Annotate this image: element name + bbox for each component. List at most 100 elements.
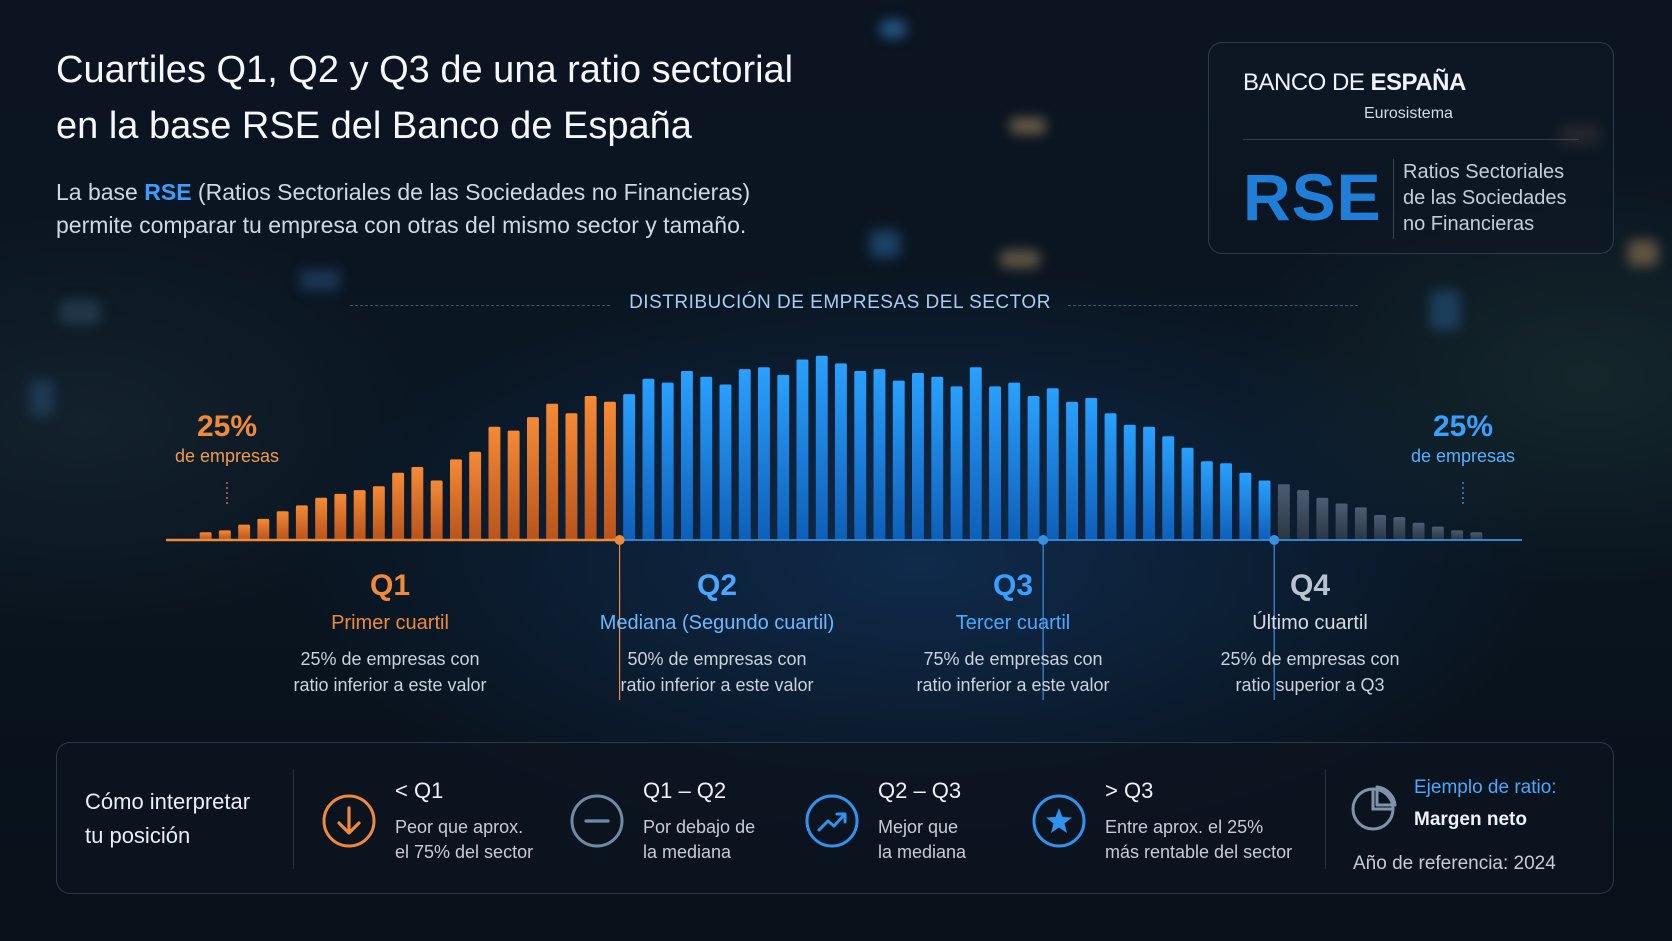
quartile-name: Q2 <box>696 569 738 602</box>
example-value: Margen neto <box>1414 809 1527 830</box>
title-line-1: Cuartiles Q1, Q2 y Q3 de una ratio secto… <box>56 49 794 91</box>
interpretation-panel: Cómo interpretar tu posición < Q1 Peor q… <box>56 742 1614 894</box>
distribution-bar <box>969 367 982 540</box>
distribution-bar <box>1297 490 1309 540</box>
legend-item-title: > Q3 <box>1105 778 1154 803</box>
quartile-description: 25% de empresas con ratio inferior a est… <box>240 646 540 698</box>
distribution-bar <box>681 371 693 540</box>
dist-title-rule-right <box>1068 305 1358 306</box>
distribution-bar <box>796 359 809 540</box>
subtitle-line-2: permite comparar tu empresa con otras de… <box>56 212 747 238</box>
legend-item-title: < Q1 <box>395 778 444 803</box>
quartile-desc-line-1: 50% de empresas con <box>627 649 807 669</box>
page-subtitle: La base RSE (Ratios Sectoriales de las S… <box>56 176 896 242</box>
right-tail-text: de empresas <box>1410 446 1516 466</box>
subtitle-prefix: La base <box>56 179 145 205</box>
legend-item-desc: Peor que aprox. el 75% del sector <box>395 815 533 865</box>
rse-divider <box>1393 159 1394 239</box>
distribution-bar <box>1277 484 1290 540</box>
minus-circle-icon <box>570 794 624 848</box>
distribution-bar <box>604 401 616 540</box>
legend-item-desc-line-1: Por debajo de <box>643 817 756 837</box>
distribution-bar <box>411 467 424 540</box>
quartile-q1: Q1 Primer cuartil 25% de empresas con ra… <box>240 566 540 698</box>
quartile-desc-line-2: ratio inferior a este valor <box>916 675 1110 695</box>
distribution-bar <box>1162 436 1175 540</box>
subtitle-line-1: La base RSE (Ratios Sectoriales de las S… <box>56 176 896 209</box>
legend-item-desc-line-1: Mejor que <box>878 817 959 837</box>
pie-chart-icon <box>1351 785 1397 831</box>
legend-separator <box>293 769 294 869</box>
star-circle-icon <box>1032 794 1086 848</box>
distribution-bar <box>1354 507 1367 540</box>
quartile-label: Último cuartil <box>1252 612 1368 634</box>
distribution-bar <box>257 518 270 540</box>
distribution-bar <box>1123 424 1136 540</box>
legend-item-desc-line-1: Entre aprox. el 25% <box>1105 817 1264 837</box>
distribution-bar <box>1335 503 1348 540</box>
legend-item-desc: Mejor que la mediana <box>878 815 966 865</box>
distribution-bar <box>353 490 366 540</box>
interpretation-heading-line-2: tu posición <box>85 823 191 848</box>
rse-acronym: RSE <box>1243 160 1382 234</box>
distribution-bar <box>661 382 674 540</box>
distribution-bar <box>218 530 231 540</box>
interpretation-heading-line-1: Cómo interpretar <box>85 789 251 814</box>
distribution-bar <box>488 426 501 540</box>
subtitle-suffix: (Ratios Sectoriales de las Sociedades no… <box>191 179 751 205</box>
distribution-bar <box>584 396 597 540</box>
distribution-bar <box>758 367 770 540</box>
distribution-bar <box>1200 461 1213 540</box>
bde-logo-bold: ESPAÑA <box>1370 69 1467 96</box>
legend-item-desc-line-1: Peor que aprox. <box>395 817 524 837</box>
quartile-desc-line-2: ratio superior a Q3 <box>1235 675 1385 695</box>
distribution-bar <box>392 472 405 540</box>
distribution-bar <box>815 355 828 540</box>
divider-q3-dot <box>1269 535 1280 545</box>
rse-desc-line-3: no Financieras <box>1403 213 1535 235</box>
interpretation-heading: Cómo interpretar tu posición <box>85 785 285 853</box>
subtitle-highlight: RSE <box>144 179 192 205</box>
legend-item-title: Q2 – Q3 <box>878 778 962 803</box>
bde-logo-light: BANCO DE <box>1243 69 1371 96</box>
distribution-bar <box>1046 388 1059 540</box>
quartile-label: Mediana (Segundo cuartil) <box>599 612 835 634</box>
quartile-name: Q1 <box>369 569 411 602</box>
divider-q1-dot <box>614 535 625 545</box>
quartile-desc-line-1: 25% de empresas con <box>1220 649 1400 669</box>
distribution-bar <box>1027 396 1040 540</box>
legend-item-desc: Entre aprox. el 25% más rentable del sec… <box>1105 815 1292 865</box>
distribution-bar <box>546 403 559 540</box>
distribution-bar <box>469 451 482 540</box>
distribution-bar <box>1008 382 1021 540</box>
legend-item-desc-line-2: el 75% del sector <box>395 842 534 862</box>
distribution-bar <box>777 374 790 540</box>
distribution-bar <box>430 480 443 540</box>
quartile-q3: Q3 Tercer cuartil 75% de empresas con ra… <box>863 566 1163 698</box>
distribution-bar <box>1470 532 1483 540</box>
brand-divider <box>1243 139 1579 140</box>
quartile-desc-line-1: 75% de empresas con <box>923 649 1103 669</box>
distribution-bar <box>719 384 732 540</box>
dist-title-rule-left <box>350 305 610 306</box>
legend-separator <box>1325 769 1326 869</box>
distribution-bar <box>623 394 636 540</box>
distribution-bar <box>912 373 924 540</box>
right-tail-label: 25% de empresas <box>1383 410 1543 468</box>
distribution-bar <box>1239 472 1252 540</box>
quartile-desc-line-1: 25% de empresas con <box>300 649 480 669</box>
quartile-q2: Q2 Mediana (Segundo cuartil) 50% de empr… <box>566 566 868 698</box>
quartile-label: Tercer cuartil <box>955 612 1071 634</box>
right-tail-pct: 25% <box>1432 410 1494 443</box>
distribution-bar <box>1374 515 1386 540</box>
quartile-label: Primer cuartil <box>331 612 449 634</box>
distribution-bar <box>1066 401 1078 540</box>
distribution-bar <box>1104 413 1117 540</box>
legend-item-desc-line-2: más rentable del sector <box>1105 842 1293 862</box>
brand-card: BANCO DE ESPAÑA Eurosistema RSE Ratios S… <box>1208 42 1614 254</box>
legend-item-desc-line-2: la mediana <box>878 842 967 862</box>
rse-description: Ratios Sectoriales de las Sociedades no … <box>1393 159 1593 237</box>
distribution-bar <box>295 505 308 540</box>
distribution-bar <box>1393 517 1406 540</box>
legend-item-title: Q1 – Q2 <box>643 778 727 803</box>
